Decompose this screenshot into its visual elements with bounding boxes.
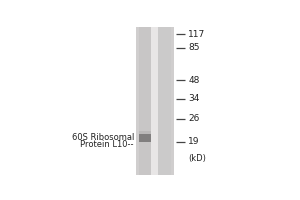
- Text: 117: 117: [188, 30, 206, 39]
- Text: Protein L10--: Protein L10--: [80, 140, 134, 149]
- Bar: [158, 27, 171, 175]
- Bar: [139, 27, 152, 175]
- Bar: [136, 27, 173, 175]
- Text: 19: 19: [188, 137, 200, 146]
- Bar: [139, 134, 152, 142]
- Text: 26: 26: [188, 114, 200, 123]
- Text: 60S Ribosomal: 60S Ribosomal: [72, 133, 134, 142]
- Bar: [152, 27, 158, 175]
- Text: 48: 48: [188, 76, 200, 85]
- Text: (kD): (kD): [188, 154, 206, 163]
- Text: 85: 85: [188, 43, 200, 52]
- Text: 34: 34: [188, 94, 200, 103]
- Bar: [139, 131, 152, 134]
